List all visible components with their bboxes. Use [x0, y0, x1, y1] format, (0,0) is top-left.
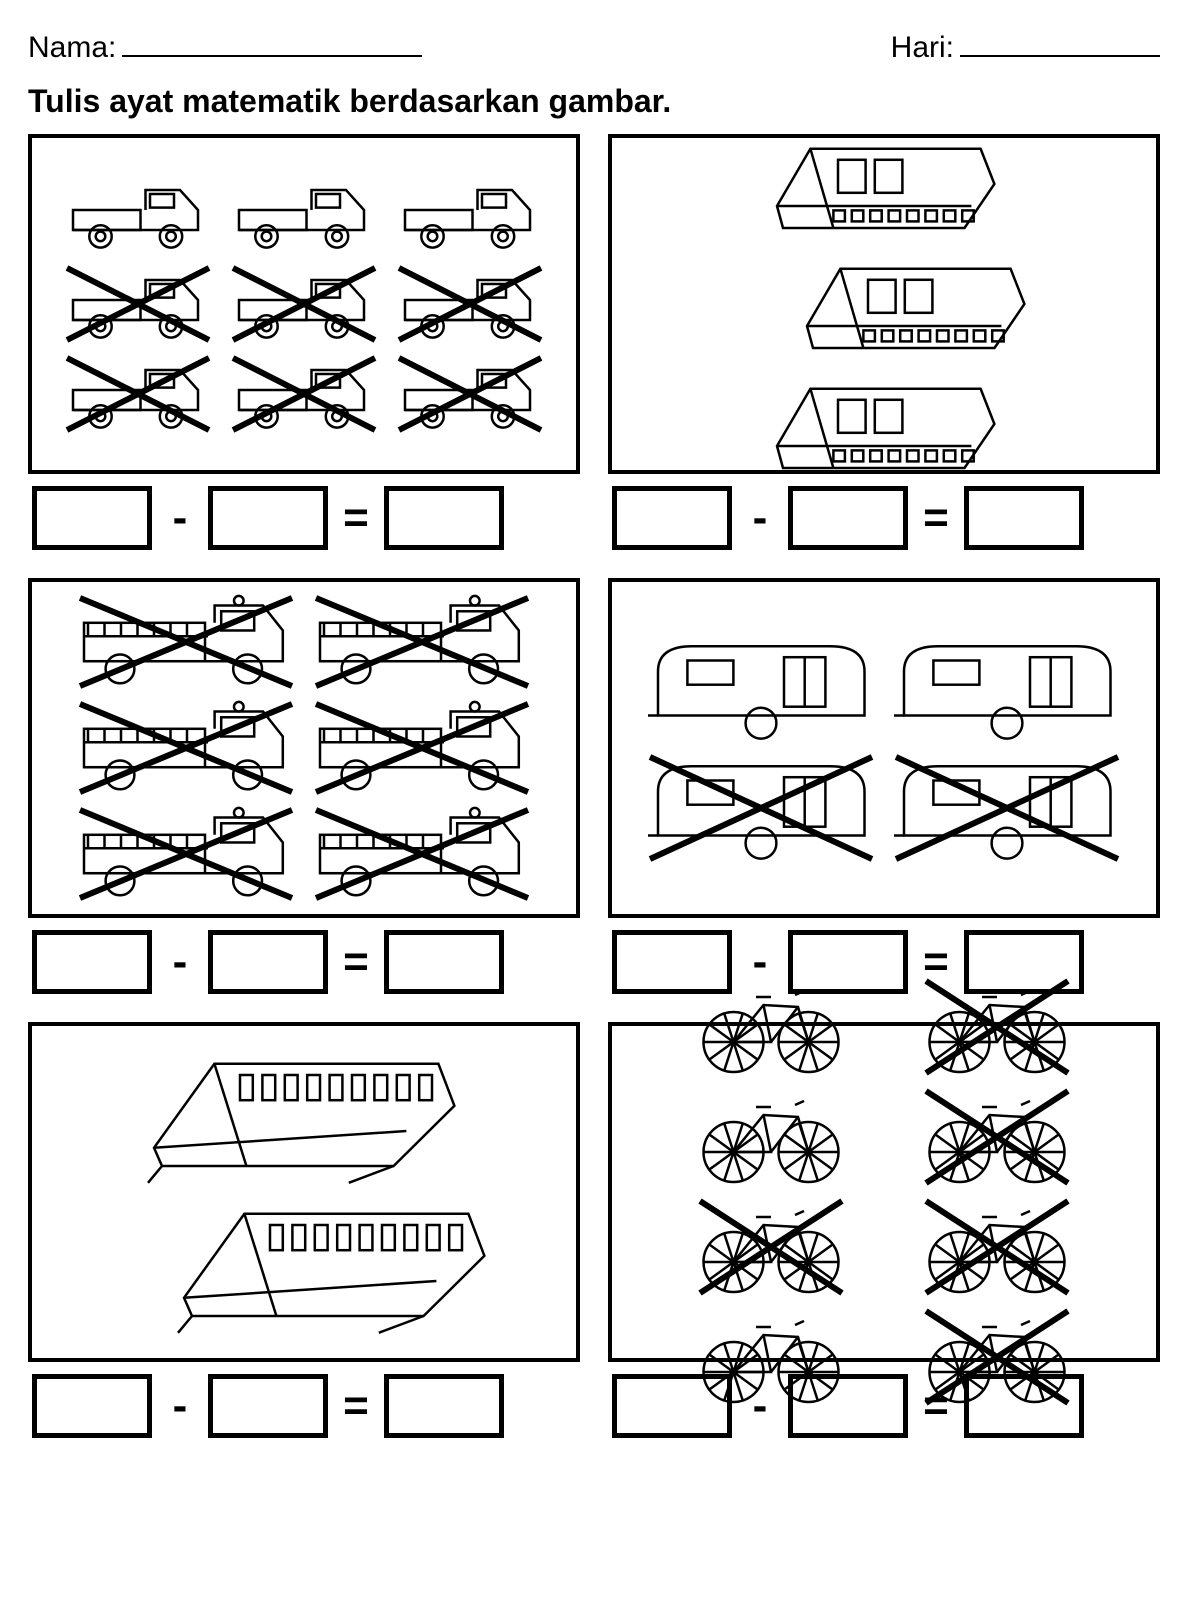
answer-box-subtract[interactable] — [208, 1374, 328, 1438]
bicycle-icon — [696, 1197, 846, 1297]
monorail-icon — [174, 1197, 494, 1337]
problem-caravans: - = — [608, 578, 1160, 994]
bicycle-icon — [696, 1307, 846, 1407]
answer-box-result[interactable] — [384, 930, 504, 994]
fire-truck-icon — [312, 806, 532, 902]
problem-firetrucks: - = — [28, 578, 580, 994]
answer-box-total[interactable] — [32, 930, 152, 994]
bicycle-icon — [922, 1197, 1072, 1297]
answer-box-result[interactable] — [384, 1374, 504, 1438]
fire-truck-icon — [76, 700, 296, 796]
pickup-truck-icon — [229, 264, 379, 344]
equals-sign: = — [922, 493, 950, 543]
picture-box — [608, 134, 1160, 474]
minus-sign: - — [166, 1381, 194, 1431]
monorail-icon — [144, 1047, 464, 1187]
date-label: Hari: — [891, 31, 954, 65]
pickup-truck-icon — [63, 174, 213, 254]
train-car-icon — [799, 249, 1029, 359]
answer-box-result[interactable] — [384, 486, 504, 550]
fire-truck-icon — [76, 594, 296, 690]
pickup-truck-icon — [229, 354, 379, 434]
train-car-icon — [769, 129, 999, 239]
caravan-icon — [892, 633, 1122, 743]
name-field[interactable]: Nama: — [28, 24, 422, 65]
equation-row: - = — [28, 486, 580, 550]
picture-box — [608, 1022, 1160, 1362]
pickup-truck-icon — [63, 264, 213, 344]
minus-sign: - — [166, 937, 194, 987]
answer-box-result[interactable] — [964, 486, 1084, 550]
bicycle-icon — [922, 1087, 1072, 1187]
answer-box-subtract[interactable] — [788, 486, 908, 550]
equals-sign: = — [342, 493, 370, 543]
equals-sign: = — [342, 1381, 370, 1431]
bicycle-icon — [922, 1307, 1072, 1407]
fire-truck-icon — [312, 700, 532, 796]
answer-box-total[interactable] — [32, 486, 152, 550]
minus-sign: - — [166, 493, 194, 543]
date-line[interactable] — [960, 24, 1160, 57]
picture-box — [28, 1022, 580, 1362]
caravan-icon — [892, 753, 1122, 863]
answer-box-total[interactable] — [612, 486, 732, 550]
minus-sign: - — [746, 493, 774, 543]
equation-row: - = — [608, 930, 1160, 994]
name-label: Nama: — [28, 31, 116, 65]
caravan-icon — [646, 753, 876, 863]
problem-bicycles: - = — [608, 1022, 1160, 1438]
equation-row: - = — [608, 486, 1160, 550]
equals-sign: = — [342, 937, 370, 987]
name-line[interactable] — [122, 24, 422, 57]
date-field[interactable]: Hari: — [891, 24, 1160, 65]
picture-box — [28, 134, 580, 474]
picture-box — [28, 578, 580, 918]
problem-trucks: - = — [28, 134, 580, 550]
bicycle-icon — [696, 977, 846, 1077]
equation-row: - = — [28, 930, 580, 994]
instruction-text: Tulis ayat matematik berdasarkan gambar. — [28, 83, 1160, 120]
fire-truck-icon — [76, 806, 296, 902]
problem-monorails: - = — [28, 1022, 580, 1438]
picture-box — [608, 578, 1160, 918]
answer-box-subtract[interactable] — [208, 486, 328, 550]
bicycle-icon — [696, 1087, 846, 1187]
pickup-truck-icon — [395, 354, 545, 434]
answer-box-total[interactable] — [32, 1374, 152, 1438]
caravan-icon — [646, 633, 876, 743]
equation-row: - = — [608, 1374, 1160, 1438]
pickup-truck-icon — [229, 174, 379, 254]
pickup-truck-icon — [395, 264, 545, 344]
train-car-icon — [769, 369, 999, 479]
answer-box-subtract[interactable] — [208, 930, 328, 994]
fire-truck-icon — [312, 594, 532, 690]
problems-grid: - = - = — [28, 134, 1160, 1438]
problem-trains: - = — [608, 134, 1160, 550]
equation-row: - = — [28, 1374, 580, 1438]
bicycle-icon — [922, 977, 1072, 1077]
pickup-truck-icon — [63, 354, 213, 434]
pickup-truck-icon — [395, 174, 545, 254]
worksheet-header: Nama: Hari: — [28, 24, 1160, 65]
